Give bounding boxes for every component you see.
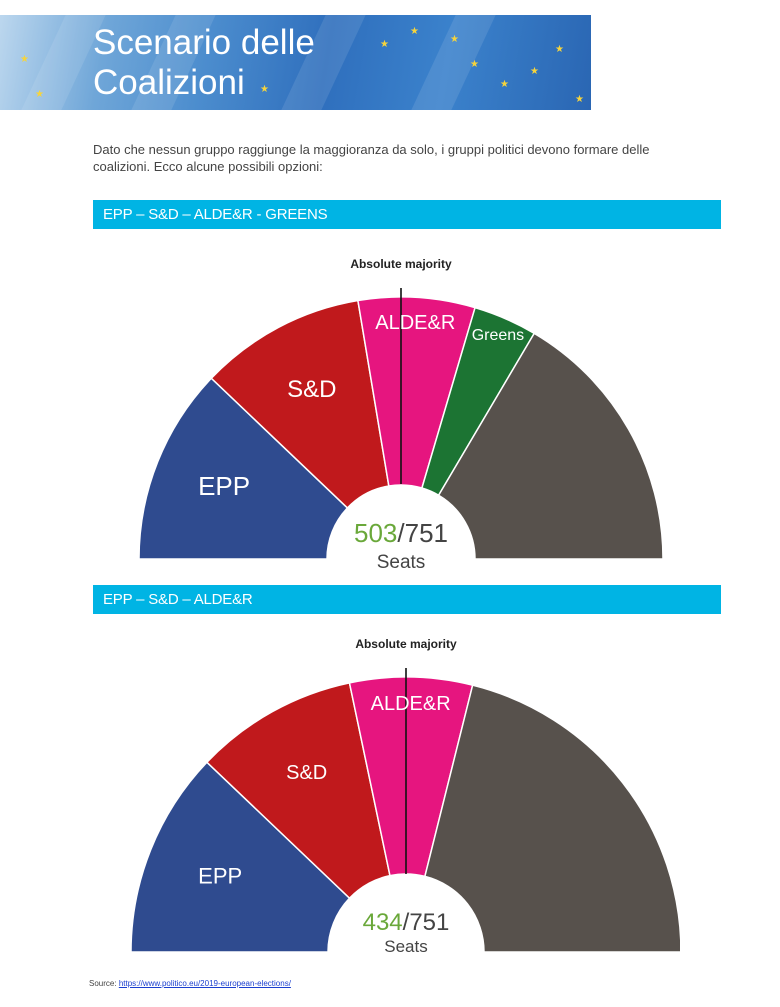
segment-label-epp: EPP xyxy=(198,863,242,888)
coalition-header-2: EPP – S&D – ALDE&R xyxy=(93,585,721,614)
segment-label-epp: EPP xyxy=(198,471,250,501)
total-seats: /751 xyxy=(397,518,448,548)
source-label: Source: xyxy=(89,979,117,988)
hemicycle-chart-1: Absolute majority EPP S&D ALDE&R Greens 503… xyxy=(138,257,664,573)
segment-label-sd: S&D xyxy=(286,762,327,784)
page-title: Scenario delle Coalizioni xyxy=(93,23,315,102)
source-note: Source: https://www.politico.eu/2019-eur… xyxy=(89,979,309,989)
eu-star-icon: ★ xyxy=(470,59,479,70)
segment-others xyxy=(423,684,680,953)
coalition-seats: 503 xyxy=(354,518,397,548)
majority-label: Absolute majority xyxy=(355,637,457,651)
eu-star-icon: ★ xyxy=(555,44,564,55)
seats-label: Seats xyxy=(377,552,426,573)
seat-count: 503/751 xyxy=(354,518,448,548)
majority-label: Absolute majority xyxy=(350,257,452,271)
eu-star-icon: ★ xyxy=(500,79,509,90)
segment-label-greens: Greens xyxy=(472,327,524,344)
total-seats: /751 xyxy=(403,909,450,936)
eu-star-icon: ★ xyxy=(20,54,29,65)
eu-star-icon: ★ xyxy=(410,26,419,37)
eu-star-icon: ★ xyxy=(575,94,584,105)
eu-star-icon: ★ xyxy=(380,39,389,50)
eu-star-icon: ★ xyxy=(35,89,44,100)
seats-label: Seats xyxy=(384,937,427,956)
hemicycle-chart-2: Absolute majority EPP S&D ALDE&R 434/751 S… xyxy=(130,637,680,956)
eu-star-icon: ★ xyxy=(530,66,539,77)
source-link[interactable]: https://www.politico.eu/2019-european-el… xyxy=(118,979,291,988)
eu-star-icon: ★ xyxy=(450,34,459,45)
eu-star-icon: ★ xyxy=(260,84,269,95)
coalition-seats: 434 xyxy=(363,909,403,936)
segment-label-alder: ALDE&R xyxy=(375,312,455,334)
coalition-header-1: EPP – S&D – ALDE&R - GREENS xyxy=(93,200,721,229)
hemicycle-center xyxy=(327,485,475,559)
intro-text: Dato che nessun gruppo raggiunge la magg… xyxy=(93,142,650,174)
seat-count: 434/751 xyxy=(363,909,450,936)
header-banner: ★ ★ ★ ★ ★ ★ ★ ★ ★ ★ ★ Scenario delle Coa… xyxy=(0,15,591,110)
segment-label-sd: S&D xyxy=(287,376,336,403)
hemicycle-center xyxy=(328,874,484,952)
segment-label-alder: ALDE&R xyxy=(371,693,451,715)
